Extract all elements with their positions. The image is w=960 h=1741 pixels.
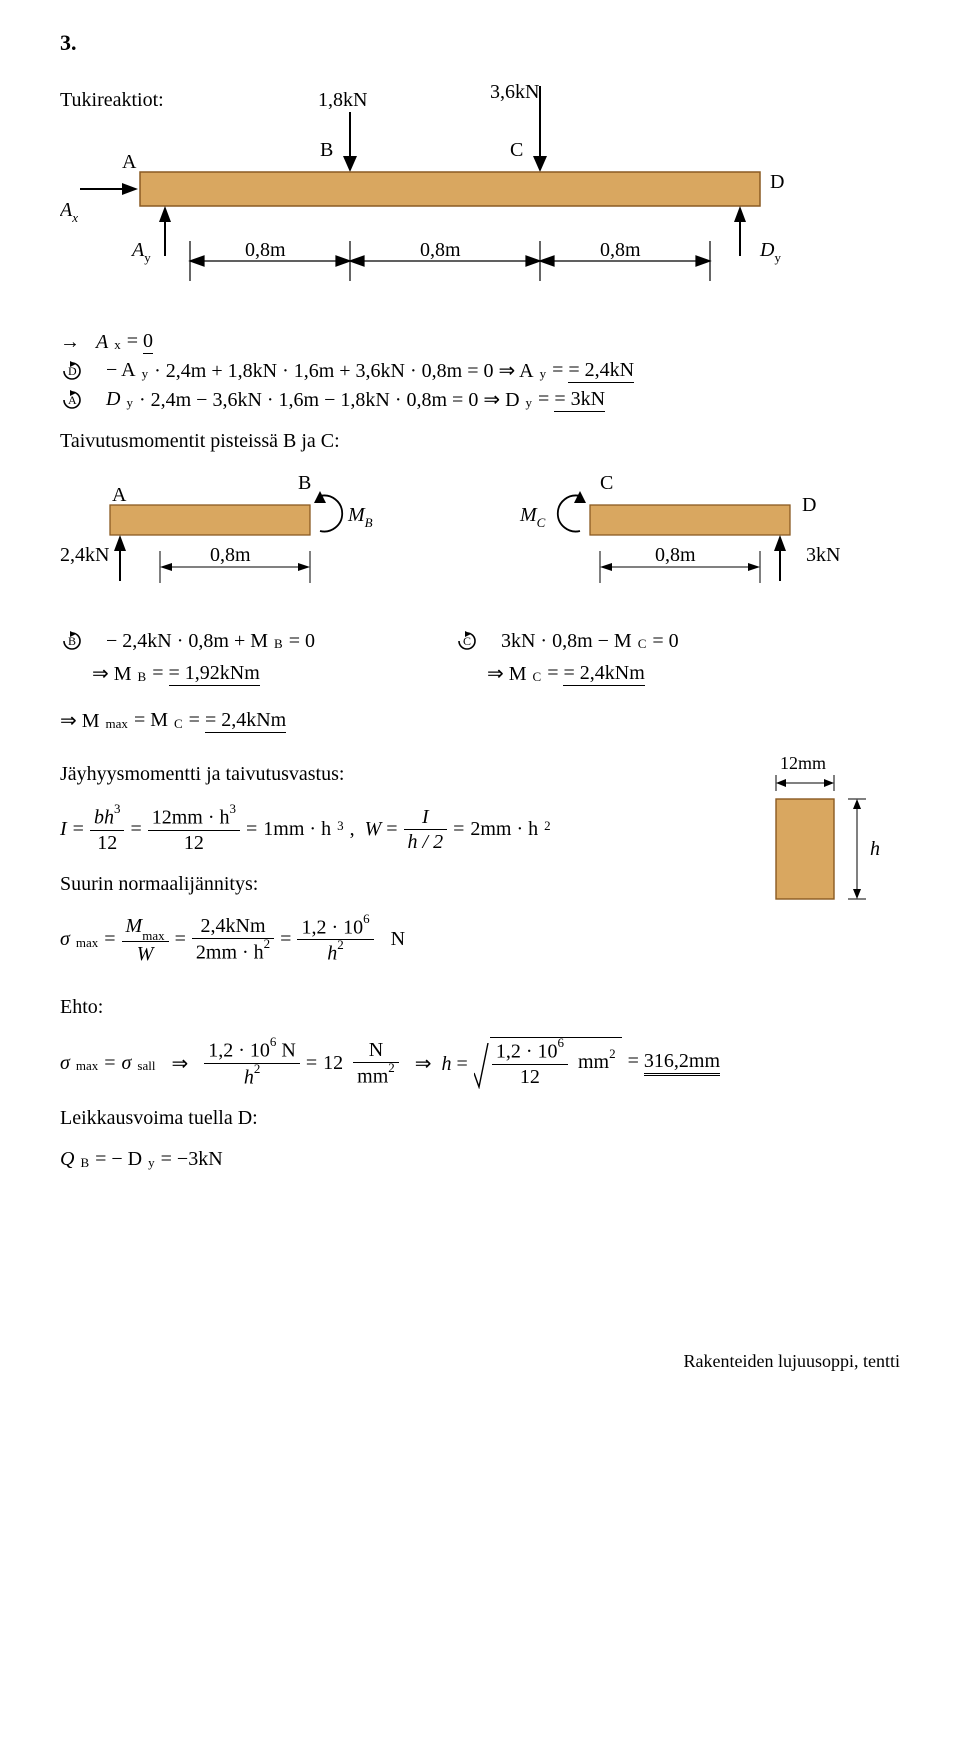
Ay-label: Ay <box>130 239 151 265</box>
figure-main-beam: Tukireaktiot: 1,8kN 3,6kN B C A D Ax Ay … <box>60 76 900 306</box>
cut-C: C <box>600 472 613 494</box>
shear-label: Leikkausvoima tuella D: <box>60 1107 900 1130</box>
svg-text:h: h <box>870 838 880 860</box>
cut-B: B <box>298 472 311 494</box>
svg-text:12mm: 12mm <box>780 753 826 773</box>
m-max-equation: ⇒ Mmax = MC = = 2,4kNm <box>60 708 900 733</box>
reactions-label: Tukireaktiot: <box>60 89 164 111</box>
svg-text:B: B <box>68 634 76 648</box>
beam-body <box>140 172 760 206</box>
dim1: 0,8m <box>245 239 286 261</box>
svg-text:0,8m: 0,8m <box>655 544 696 566</box>
equilibrium-equations: → Ax = 0 D − Ay · 2,4m + 1,8kN · 1,6m + … <box>60 330 900 412</box>
figure-cross-section: 12mm h <box>740 751 900 921</box>
sigma-max-equation: σmax = Mmax W = 2,4kNm 2mm · h2 = 1,2 · … <box>60 914 710 966</box>
force-F2-label: 3,6kN <box>490 81 539 103</box>
cut-D: D <box>802 494 816 516</box>
right-force: 3kN <box>806 544 840 566</box>
svg-text:A: A <box>68 393 77 407</box>
figure-cut-beams: A B MB 2,4kN 0,8m C D MC 3kN 0,8m <box>60 471 900 601</box>
problem-number: 3. <box>60 30 900 56</box>
point-D: D <box>770 171 784 193</box>
point-A: A <box>122 151 137 173</box>
moment-C-icon: C <box>455 629 479 653</box>
page-footer: Rakenteiden lujuusoppi, tentti <box>60 1351 900 1372</box>
svg-text:D: D <box>68 364 77 378</box>
force-F1-label: 1,8kN <box>318 89 367 111</box>
Ax-label: Ax <box>60 199 78 225</box>
svg-text:0,8m: 0,8m <box>210 544 251 566</box>
inertia-label: Jäyhyysmomentti ja taivutusvastus: <box>60 763 710 786</box>
condition-equation: σmax = σsall ⇒ 1,2 · 106 N h2 = 12 N mm2… <box>60 1037 900 1089</box>
left-force: 2,4kN <box>60 544 109 566</box>
moment-equations: B − 2,4kN · 0,8m + MB = 0 ⇒ MB = = 1,92k… <box>60 625 900 690</box>
svg-text:MB: MB <box>347 504 373 530</box>
dim2: 0,8m <box>420 239 461 261</box>
dim3: 0,8m <box>600 239 641 261</box>
moment-A-icon: A <box>60 388 84 412</box>
point-B-top: B <box>320 139 333 161</box>
svg-text:MC: MC <box>519 504 546 530</box>
shear-equation: QB = − Dy = −3kN <box>60 1148 900 1171</box>
inertia-equation: I = bh3 12 = 12mm · h3 12 = 1mm · h3 , W… <box>60 804 710 855</box>
condition-label: Ehto: <box>60 996 900 1019</box>
svg-text:C: C <box>463 634 471 648</box>
Dy-label: Dy <box>759 239 781 265</box>
cut-A: A <box>112 484 127 506</box>
moment-D-icon: D <box>60 359 84 383</box>
point-C-top: C <box>510 139 523 161</box>
bending-label: Taivutusmomentit pisteissä B ja C: <box>60 430 900 453</box>
moment-B-icon: B <box>60 629 84 653</box>
max-stress-label: Suurin normaalijännitys: <box>60 873 710 896</box>
